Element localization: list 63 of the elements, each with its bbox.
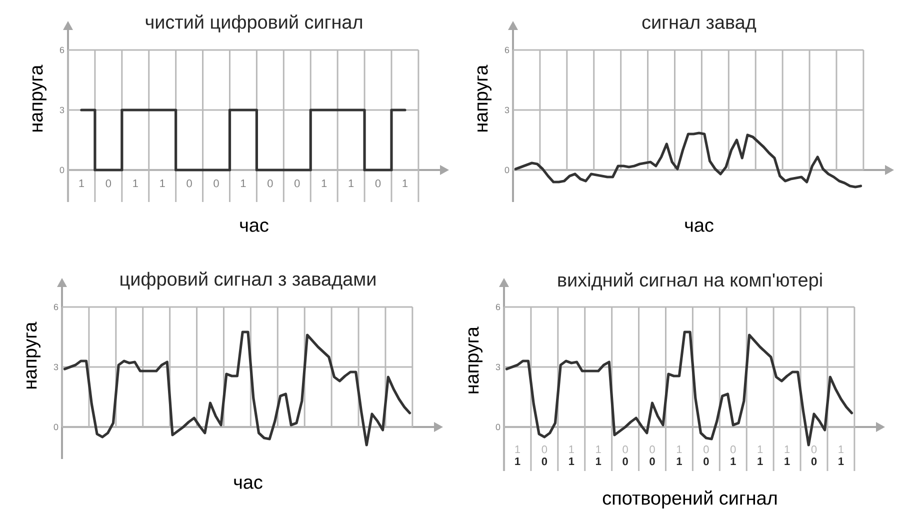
y-tick-label: 6	[60, 46, 64, 54]
annotation: 1	[784, 446, 790, 454]
x-tick-label: 1	[758, 458, 763, 466]
chart-title: цифровий сигнал з завадами	[120, 272, 376, 290]
annotation: 1	[596, 446, 601, 454]
y-tick-label: 6	[496, 304, 500, 310]
annotation: 1	[677, 446, 682, 454]
x-axis-title: час	[234, 478, 262, 489]
x-tick-label: 0	[811, 458, 817, 466]
y-axis-title: напруга	[468, 326, 482, 394]
x-tick-label: 1	[241, 180, 246, 188]
x-tick-label: 1	[515, 458, 520, 466]
y-tick-label: 0	[54, 424, 58, 430]
x-tick-label: 0	[186, 180, 192, 188]
x-tick-label: 0	[214, 180, 219, 188]
x-tick-label: 1	[569, 458, 574, 466]
y-tick-label: 0	[496, 424, 500, 430]
y-axis-title: напруга	[477, 64, 492, 132]
chart-title: чистий цифровий сигнал	[146, 14, 362, 33]
y-tick-label: 0	[504, 166, 510, 174]
x-axis-title: час	[240, 222, 268, 232]
x-tick-label: 0	[294, 180, 300, 188]
annotation: 0	[622, 446, 628, 454]
x-tick-label: 1	[784, 458, 790, 466]
annotation: 0	[811, 446, 817, 454]
x-axis-title: спотворений сигнал	[602, 490, 777, 508]
x-tick-label: 1	[322, 180, 327, 188]
annotation: 1	[515, 446, 520, 454]
y-axis-title: напруга	[26, 322, 40, 388]
x-tick-label: 1	[133, 180, 138, 188]
x-tick-label: 0	[704, 458, 709, 466]
x-tick-label: 1	[79, 180, 84, 188]
x-tick-label: 1	[160, 180, 165, 188]
x-tick-label: 1	[676, 458, 682, 466]
x-axis-title: час	[685, 222, 714, 232]
y-tick-label: 0	[60, 166, 64, 174]
x-tick-label: 0	[650, 458, 655, 466]
annotation: 1	[569, 446, 574, 454]
y-tick-label: 3	[54, 364, 58, 370]
y-tick-label: 6	[504, 46, 510, 54]
x-tick-label: 0	[542, 458, 548, 466]
x-tick-label: 1	[596, 458, 602, 466]
y-axis-title: напруга	[32, 64, 46, 132]
chart-title: вихідний сигнал на комп'ютері	[558, 272, 822, 290]
x-tick-label: 1	[838, 458, 844, 466]
x-tick-label: 1	[348, 180, 354, 188]
annotation: 0	[542, 446, 548, 454]
chart-title: сигнал завад	[642, 18, 756, 33]
x-tick-label: 1	[730, 458, 736, 466]
annotation: 0	[650, 446, 655, 454]
y-tick-label: 3	[504, 106, 510, 114]
annotation: 1	[758, 446, 763, 454]
y-tick-label: 3	[60, 106, 64, 114]
x-tick-label: 0	[106, 180, 112, 188]
annotation: 1	[838, 446, 844, 454]
x-tick-label: 0	[268, 180, 273, 188]
annotation: 0	[704, 446, 709, 454]
annotation: 0	[730, 446, 736, 454]
x-tick-label: 1	[402, 180, 408, 188]
x-tick-label: 0	[375, 180, 381, 188]
y-tick-label: 3	[496, 364, 500, 370]
x-tick-label: 0	[622, 458, 628, 466]
y-tick-label: 6	[54, 304, 58, 310]
